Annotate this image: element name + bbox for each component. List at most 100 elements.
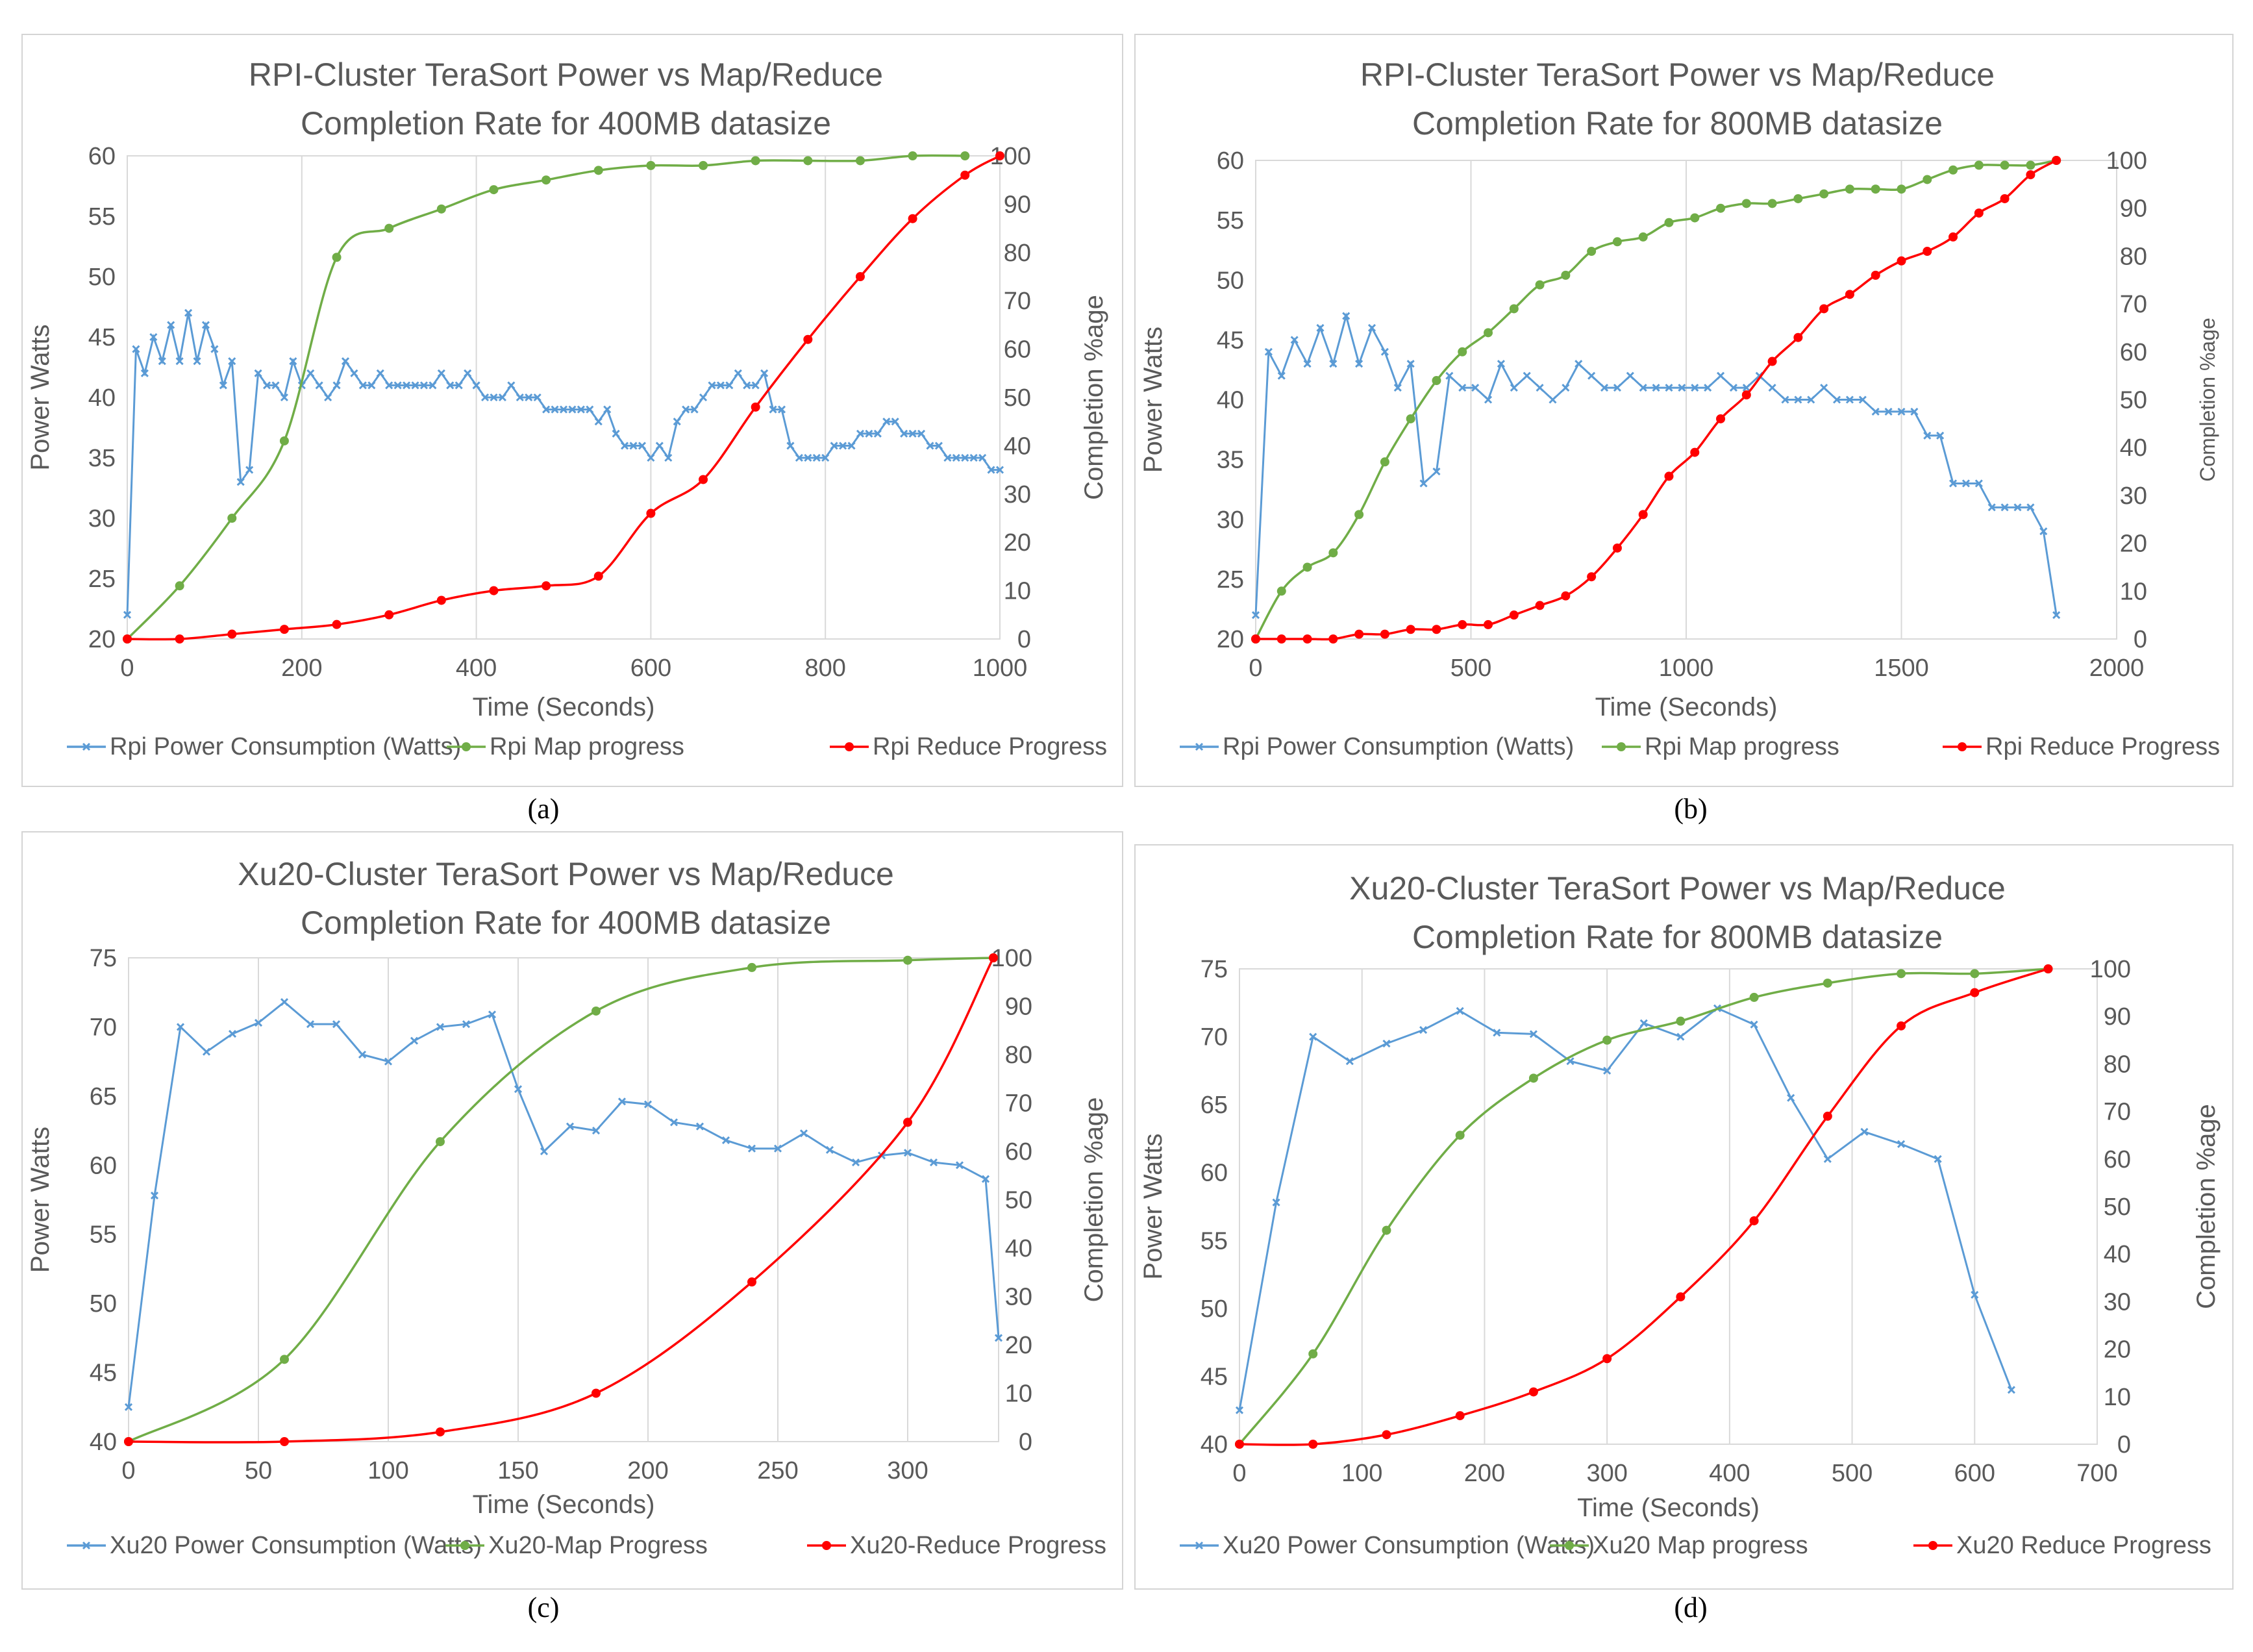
y2-tick-label: 0 bbox=[2117, 1431, 2131, 1458]
map-point bbox=[1561, 270, 1571, 280]
series-1 bbox=[1235, 1004, 2015, 1414]
series-2 bbox=[1251, 156, 2061, 644]
power-point bbox=[464, 369, 472, 377]
x-tick-label: 800 bbox=[804, 655, 845, 682]
power-line bbox=[1238, 1007, 2013, 1410]
map-point bbox=[803, 156, 813, 166]
y2-tick-label: 20 bbox=[2104, 1336, 2131, 1364]
power-point bbox=[1871, 407, 1880, 416]
power-point bbox=[903, 1149, 912, 1157]
x-tick-label: 250 bbox=[757, 1457, 798, 1484]
power-point bbox=[1794, 395, 1802, 404]
power-point bbox=[1974, 479, 1983, 488]
power-point bbox=[1419, 1026, 1428, 1034]
power-point bbox=[403, 381, 411, 390]
y-tick-label: 60 bbox=[1201, 1160, 1228, 1187]
legend-label: Rpi Map progress bbox=[490, 733, 684, 760]
power-point bbox=[1342, 312, 1351, 320]
legend-entry: Xu20 Reduce Progress bbox=[1913, 1532, 2211, 1559]
reduce-point bbox=[646, 508, 656, 518]
power-point bbox=[1445, 371, 1454, 380]
power-point bbox=[961, 453, 969, 462]
y2-tick-label: 30 bbox=[1004, 481, 1031, 508]
map-point bbox=[279, 436, 289, 445]
power-point bbox=[777, 405, 786, 414]
reduce-point bbox=[2026, 170, 2035, 180]
y2-tick-label: 50 bbox=[2104, 1194, 2131, 1221]
y2-tick-label: 0 bbox=[1019, 1429, 1032, 1456]
series-3 bbox=[1251, 156, 2061, 644]
legend-entry: Xu20-Reduce Progress bbox=[807, 1532, 1106, 1559]
legend-label: Xu20 Power Consumption (Watts) bbox=[1223, 1532, 1595, 1559]
power-point bbox=[1987, 503, 1996, 512]
x-tick-label: 50 bbox=[245, 1457, 272, 1484]
power-point bbox=[1562, 384, 1570, 392]
power-point bbox=[1923, 431, 1932, 440]
power-point bbox=[385, 381, 393, 390]
map-point bbox=[593, 166, 603, 175]
power-point bbox=[332, 1020, 341, 1029]
legend-entry: Xu20 Power Consumption (Watts) bbox=[67, 1532, 482, 1559]
power-point bbox=[236, 478, 245, 486]
y-tick-label: 20 bbox=[88, 626, 116, 653]
reduce-point bbox=[1664, 471, 1674, 481]
x-tick-label: 100 bbox=[367, 1457, 408, 1484]
power-point bbox=[123, 610, 132, 619]
power-point bbox=[908, 429, 917, 438]
power-point bbox=[2052, 611, 2061, 620]
power-line bbox=[126, 312, 1000, 615]
y-tick-label: 25 bbox=[88, 566, 116, 593]
reduce-point bbox=[1749, 1216, 1759, 1225]
series-2 bbox=[1235, 964, 2053, 1449]
y2-tick-label: 100 bbox=[991, 945, 1032, 972]
y2-tick-label: 80 bbox=[1004, 240, 1031, 267]
chart-title-line: Completion Rate for 400MB datasize bbox=[301, 905, 831, 941]
power-point bbox=[350, 369, 358, 377]
map-point bbox=[1690, 213, 1700, 223]
y2-tick-label: 60 bbox=[1005, 1138, 1032, 1166]
y-tick-label: 50 bbox=[1201, 1295, 1228, 1323]
power-point bbox=[891, 418, 899, 426]
power-point bbox=[669, 1118, 678, 1127]
power-point bbox=[419, 381, 429, 390]
chart-d: Xu20-Cluster TeraSort Power vs Map/Reduc… bbox=[1139, 870, 2221, 1559]
power-point bbox=[1536, 384, 1544, 392]
map-point bbox=[1974, 160, 1984, 170]
x-axis-label: Time (Seconds) bbox=[473, 693, 655, 721]
map-point bbox=[1970, 969, 1980, 979]
x-tick-label: 0 bbox=[1232, 1460, 1246, 1487]
y2-tick-label: 90 bbox=[1005, 994, 1032, 1021]
y2-tick-label: 90 bbox=[1004, 191, 1031, 218]
y2-tick-label: 100 bbox=[2106, 147, 2147, 175]
reduce-point bbox=[1276, 634, 1286, 644]
legend-marker bbox=[1565, 1541, 1574, 1550]
power-point bbox=[629, 442, 638, 450]
reduce-point bbox=[1897, 1021, 1906, 1031]
series-3 bbox=[1235, 964, 2053, 1449]
map-progress-line bbox=[1254, 159, 2057, 640]
legend-marker bbox=[82, 742, 91, 751]
power-point bbox=[934, 442, 943, 450]
power-point bbox=[804, 453, 812, 462]
power-point bbox=[1277, 371, 1286, 380]
y-tick-label: 55 bbox=[1217, 207, 1244, 234]
power-point bbox=[516, 393, 524, 402]
y2-axis-label: Completion %age bbox=[2192, 1104, 2221, 1309]
plot-area bbox=[128, 957, 999, 1442]
reduce-point bbox=[279, 625, 289, 634]
power-point bbox=[1549, 395, 1557, 404]
map-point bbox=[699, 160, 708, 170]
legend-marker bbox=[822, 1541, 831, 1550]
y-tick-label: 65 bbox=[1201, 1092, 1228, 1119]
power-point bbox=[1235, 1406, 1244, 1414]
power-point bbox=[542, 405, 551, 414]
chart-title-line: Xu20-Cluster TeraSort Power vs Map/Reduc… bbox=[238, 856, 894, 892]
reduce-point bbox=[1602, 1354, 1612, 1364]
power-point bbox=[1639, 384, 1647, 392]
power-point bbox=[747, 1144, 756, 1153]
chart-title-line: Xu20-Cluster TeraSort Power vs Map/Reduc… bbox=[1349, 870, 2006, 907]
reduce-point bbox=[1612, 543, 1622, 553]
power-point bbox=[721, 1136, 730, 1145]
power-point bbox=[488, 1010, 497, 1019]
power-point bbox=[1897, 407, 1906, 416]
